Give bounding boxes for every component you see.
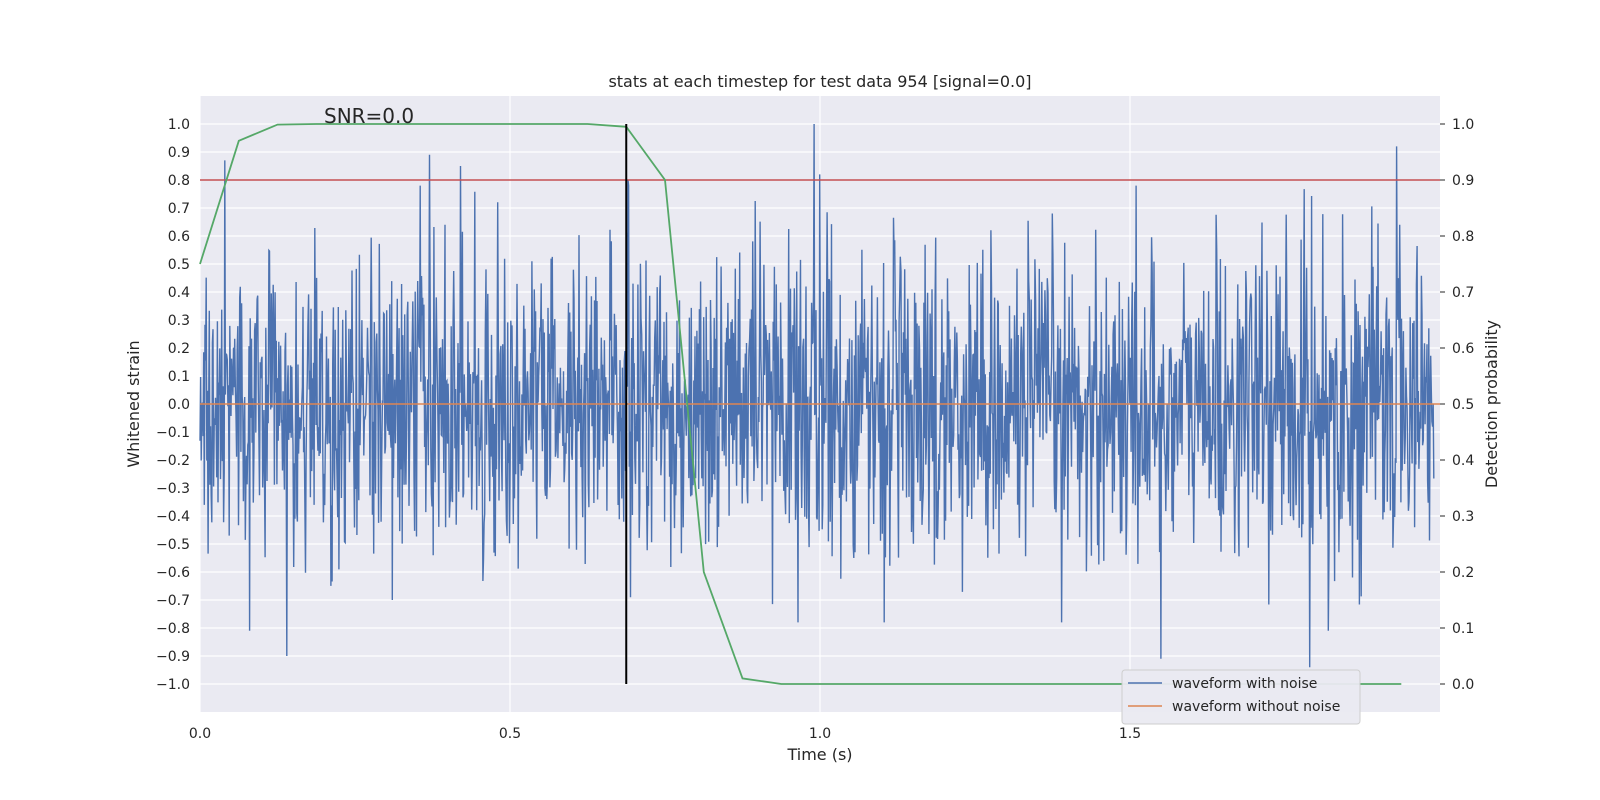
y-tick-label: 0.1 <box>168 369 190 385</box>
y2-tick-label: 0.8 <box>1452 229 1474 245</box>
y-tick-label: −0.8 <box>156 621 190 637</box>
y-tick-label: −0.6 <box>156 565 190 581</box>
y2-tick-label: 0.6 <box>1452 341 1474 357</box>
x-tick-label: 1.0 <box>809 726 831 742</box>
y-tick-label: 0.0 <box>168 397 190 413</box>
y2-tick-label: 0.0 <box>1452 677 1474 693</box>
x-tick-label: 0.0 <box>189 726 211 742</box>
y-tick-label: 0.4 <box>168 285 190 301</box>
x-tick-label: 0.5 <box>499 726 521 742</box>
x-axis-label: Time (s) <box>786 745 852 764</box>
y2-tick-label: 0.9 <box>1452 173 1474 189</box>
y-tick-label: 0.3 <box>168 313 190 329</box>
y-tick-label: 0.7 <box>168 201 190 217</box>
y-tick-label: 0.8 <box>168 173 190 189</box>
y-tick-label: −0.1 <box>156 425 190 441</box>
y2-tick-label: 0.1 <box>1452 621 1474 637</box>
y-tick-label: −0.9 <box>156 649 190 665</box>
y-tick-label: −0.4 <box>156 509 190 525</box>
tick-labels: 1.0 0.9 0.8 0.7 0.6 0.5 0.4 0.3 0.2 0.1 0.0 −0.1 −0.… <box>156 117 1474 742</box>
y2-tick-label: 0.5 <box>1452 397 1474 413</box>
chart-title: stats at each timestep for test data 954… <box>608 72 1031 91</box>
y-tick-label: −1.0 <box>156 677 190 693</box>
y2-tick-label: 1.0 <box>1452 117 1474 133</box>
y2-tick-label: 0.2 <box>1452 565 1474 581</box>
legend: waveform with noise waveform without noi… <box>1121 669 1361 725</box>
y-tick-label: 1.0 <box>168 117 190 133</box>
y2-axis-label: Detection probability <box>1482 320 1501 488</box>
y2-tick-label: 0.3 <box>1452 509 1474 525</box>
y2-tick-label: 0.7 <box>1452 285 1474 301</box>
series-line-waveform-with-noise <box>199 123 1435 668</box>
y-axis-label: Whitened strain <box>124 340 143 467</box>
legend-label-noise: waveform with noise <box>1172 676 1317 692</box>
y-tick-label: 0.5 <box>168 257 190 273</box>
legend-box <box>1121 669 1361 725</box>
y-tick-label: −0.3 <box>156 481 190 497</box>
y-tick-label: −0.2 <box>156 453 190 469</box>
y2-tick-label: 0.4 <box>1452 453 1474 469</box>
noise-series <box>199 123 1435 668</box>
snr-annotation: SNR=0.0 <box>324 104 414 128</box>
x-tick-label: 1.5 <box>1119 726 1141 742</box>
y-tick-label: 0.9 <box>168 145 190 161</box>
y-tick-label: −0.7 <box>156 593 190 609</box>
legend-label-clean: waveform without noise <box>1172 699 1340 715</box>
overlays <box>199 123 1440 685</box>
y-tick-label: −0.5 <box>156 537 190 553</box>
y-tick-label: 0.2 <box>168 341 190 357</box>
y-tick-label: 0.6 <box>168 229 190 245</box>
